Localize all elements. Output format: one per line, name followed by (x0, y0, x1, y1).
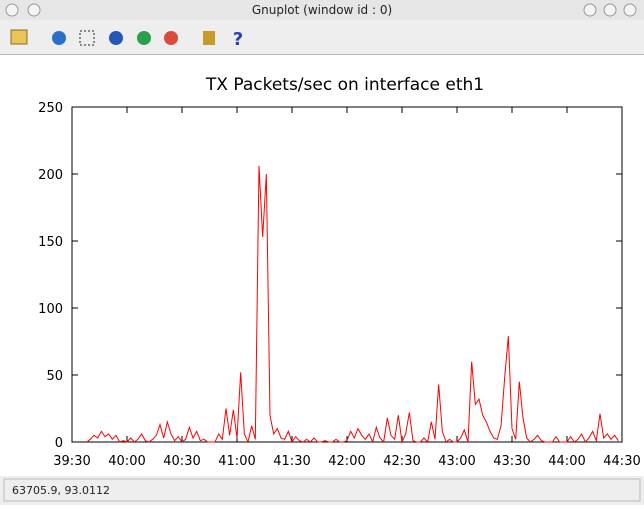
next-zoom-button[interactable] (137, 31, 151, 45)
y-tick-label: 0 (55, 436, 63, 451)
replot-button[interactable] (52, 31, 66, 45)
x-tick-label: 40:00 (108, 454, 145, 469)
window-title: Gnuplot (window id : 0) (252, 3, 392, 17)
settings-button[interactable] (203, 31, 215, 45)
x-tick-label: 41:00 (218, 454, 255, 469)
help-button[interactable]: ? (233, 29, 243, 50)
window-menu[interactable] (5, 3, 19, 17)
y-tick-label: 200 (38, 168, 63, 183)
prev-zoom-button[interactable] (109, 31, 123, 45)
maximize-button[interactable] (603, 3, 617, 17)
x-tick-label: 42:00 (328, 454, 365, 469)
title-bar (0, 0, 644, 20)
y-tick-label: 250 (38, 101, 63, 116)
x-tick-label: 44:00 (548, 454, 585, 469)
x-tick-label: 44:30 (603, 454, 640, 469)
x-tick-label: 39:30 (53, 454, 90, 469)
minimize-button[interactable] (583, 3, 597, 17)
chart-title: TX Packets/sec on interface eth1 (205, 75, 484, 95)
status-text: 63705.9, 93.0112 (12, 484, 110, 497)
x-tick-label: 40:30 (163, 454, 200, 469)
sticky-button[interactable] (27, 3, 41, 17)
copy-button[interactable] (10, 29, 28, 45)
y-tick-label: 150 (38, 235, 63, 250)
x-tick-label: 43:00 (438, 454, 475, 469)
close-button[interactable] (623, 3, 637, 17)
x-tick-label: 42:30 (383, 454, 420, 469)
data-line (86, 165, 619, 444)
y-tick-label: 100 (38, 302, 63, 317)
x-tick-label: 41:30 (273, 454, 310, 469)
autoscale-button[interactable] (164, 31, 178, 45)
status-frame (3, 478, 641, 502)
x-tick-label: 43:30 (493, 454, 530, 469)
y-tick-label: 50 (46, 369, 63, 384)
grid-button[interactable] (79, 30, 95, 46)
status-bar (0, 476, 644, 505)
toolbar (0, 20, 644, 54)
